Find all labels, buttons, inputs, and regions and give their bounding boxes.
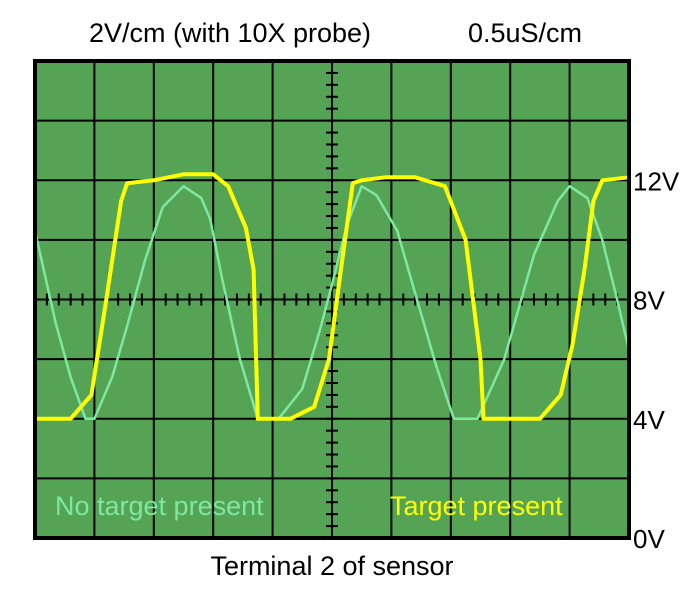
screen-border [33,59,631,540]
target-annotation: Target present [390,491,563,521]
y-tick-label: 4V [633,405,665,435]
vertical-scale-label: 2V/cm (with 10X probe) [89,18,371,48]
y-tick-label: 0V [633,524,665,554]
trace-no-target [33,184,631,421]
caption: Terminal 2 of sensor [210,551,453,581]
trace-target [33,172,631,421]
y-tick-label: 8V [633,286,665,316]
traces [33,172,631,421]
y-tick-labels: 0V 4V 8V 12V [633,166,680,554]
no-target-annotation: No target present [55,491,264,521]
time-scale-label: 0.5uS/cm [468,18,582,48]
y-tick-label: 12V [633,166,680,196]
